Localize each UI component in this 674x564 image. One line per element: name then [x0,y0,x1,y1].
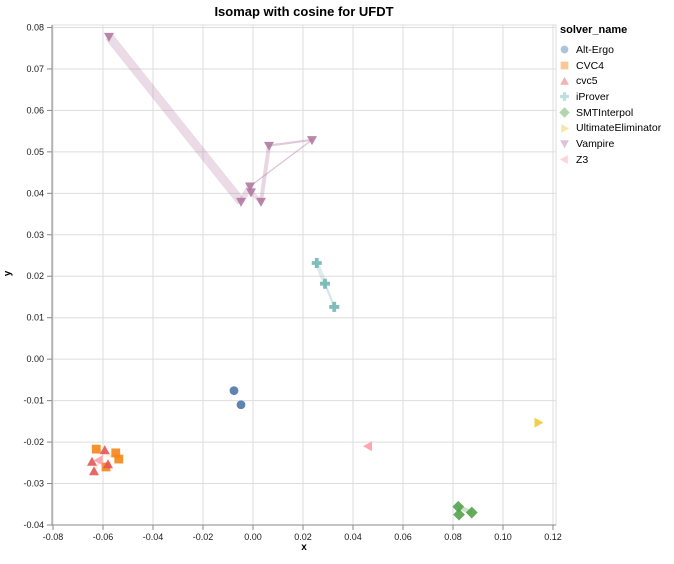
cvc4-marker [114,454,124,464]
z3-marker [363,441,372,452]
x-tick-label: 0.00 [244,532,262,542]
y-tick-label: 0.06 [26,105,44,115]
x-tick-label: -0.04 [143,532,164,542]
y-tick-label: -0.03 [23,479,44,489]
plus-legend-symbol [560,92,569,102]
x-axis-label: x [301,542,307,553]
legend-label: SMTInterpol [576,106,634,119]
chart-title: Isomap with cosine for UFDT [214,4,394,19]
legend-item-cvc4: CVC4 [558,58,672,74]
alt-ergo-marker [229,386,239,396]
cvc4-marker [91,444,101,454]
vampire-marker [236,197,246,207]
y-tick-label: 0.05 [26,147,44,157]
y-tick-label: -0.04 [23,520,44,530]
legend-item-alt-ergo: Alt-Ergo [558,42,672,58]
x-tick-label: 0.06 [394,532,412,542]
plus-icon [560,92,569,102]
vampire-trajectory-segment [249,139,313,187]
vampire-marker [264,141,274,151]
circle-icon [560,45,569,54]
legend-label: Vampire [576,137,615,150]
legend-title: solver_name [560,24,628,36]
square-icon [560,61,569,70]
alt-ergo-marker [236,400,246,410]
x-tick-label: 0.12 [544,532,562,542]
triangle-down-icon [560,140,569,149]
legend-label: CVC4 [576,59,605,72]
vampire-trajectory-segment [259,145,271,202]
y-tick-label: 0.04 [26,188,44,198]
cvc5-marker [87,456,97,466]
y-tick-label: 0.01 [26,313,44,323]
legend-label: Alt-Ergo [576,43,614,56]
vampire-trajectory-segment [105,33,245,205]
smtinterpol-marker [452,500,465,513]
triangle-down-legend-symbol [560,140,569,149]
y-tick-label: 0.08 [26,22,44,32]
triangle-right-legend-symbol [561,123,570,133]
legend: solver_name Alt-Ergo CVC4 cvc5 iProver SMTIn… [558,24,672,168]
diamond-legend-symbol [559,107,570,118]
x-tick-label: -0.06 [93,532,114,542]
triangle-right-icon [561,123,570,133]
cvc5-marker [99,445,110,455]
legend-item-ultimateeliminator: UltimateEliminator [558,120,672,136]
vampire-marker [245,182,255,192]
ultimateeliminator-marker [534,417,544,428]
iprover-marker [320,278,330,289]
smtinterpol-marker [453,508,465,521]
legend-label: UltimateEliminator [576,122,662,135]
cvc4-marker [111,448,121,458]
legend-item-vampire: Vampire [558,136,672,152]
legend-label: cvc5 [576,75,598,88]
iprover-marker [311,257,322,268]
y-tick-label: 0.03 [26,230,44,240]
vampire-marker [246,188,256,198]
diamond-icon [559,107,570,118]
y-tick-label: 0.00 [26,354,44,364]
vampire-marker [104,32,114,42]
x-tick-label: 0.04 [344,532,362,542]
y-tick-label: 0.02 [26,271,44,281]
triangle-left-icon [559,155,568,165]
x-tick-label: 0.08 [444,532,462,542]
square-legend-symbol [560,61,569,70]
legend-items: Alt-Ergo CVC4 cvc5 iProver SMTInterpol Ultima… [558,42,672,168]
vampire-marker [307,136,317,146]
legend-item-smtinterpol: SMTInterpol [558,105,672,121]
plot-border [51,24,557,526]
x-tick-label: 0.10 [494,532,512,542]
triangle-up-icon [560,76,569,85]
y-tick-label: -0.01 [23,396,44,406]
iprover-marker [329,301,340,312]
legend-item-cvc5: cvc5 [558,73,672,89]
circle-legend-symbol [560,45,569,54]
cvc5-marker [103,459,113,469]
triangle-up-legend-symbol [560,76,569,85]
legend-label: iProver [576,90,610,103]
triangle-left-legend-symbol [559,155,568,165]
vampire-trajectory-segment [268,138,313,147]
x-tick-label: 0.02 [294,532,312,542]
legend-label: Z3 [576,153,589,166]
legend-item-z3: Z3 [558,152,672,168]
vampire-marker [256,197,266,207]
smtinterpol-marker [465,506,478,519]
z3-marker [93,455,103,466]
cvc5-marker [89,466,99,476]
y-tick-label: 0.07 [26,64,44,74]
x-tick-label: -0.02 [193,532,214,542]
y-axis-label: y [2,270,14,277]
x-tick-label: -0.08 [43,532,64,542]
y-tick-label: -0.02 [23,437,44,447]
legend-item-iprover: iProver [558,89,672,105]
